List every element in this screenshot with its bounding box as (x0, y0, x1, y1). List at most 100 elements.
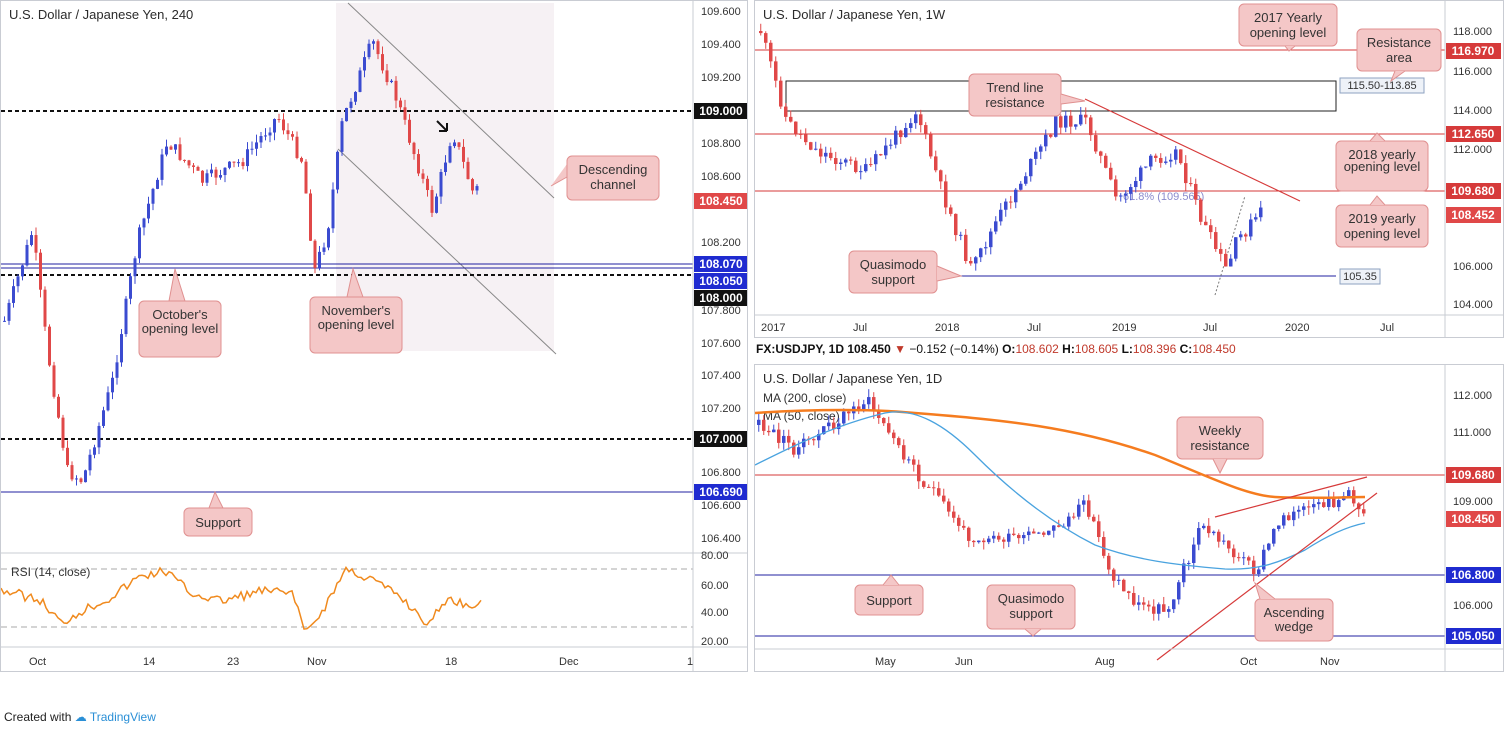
weekly-time-tick: 2017 (761, 322, 785, 334)
candle-body (994, 221, 998, 232)
candle-body (1337, 500, 1341, 508)
candle-body (999, 209, 1003, 222)
daily-chart-panel[interactable]: U.S. Dollar / Japanese Yen, 1D MA (200, … (754, 364, 1504, 672)
candle-body (867, 397, 871, 405)
badge-108000: 108.000 (694, 290, 747, 306)
candle-body (857, 406, 861, 411)
candle-body (1159, 157, 1163, 163)
candle-body (917, 464, 921, 482)
candle-body (904, 127, 908, 138)
callout-november-text: November's opening level (317, 303, 395, 332)
candle-body (187, 160, 191, 166)
svg-text:108.450: 108.450 (1451, 512, 1495, 526)
candle-body (772, 429, 776, 433)
callout-resistance-area (1356, 28, 1442, 83)
candle-body (1039, 146, 1043, 152)
candle-body (259, 136, 263, 143)
wedge-upper-line (1214, 476, 1368, 518)
footer-brand[interactable]: TradingView (89, 710, 156, 724)
candle-body (169, 146, 173, 150)
callout-quasimodo-daily (986, 584, 1076, 637)
weekly-price-tick: 118.000 (1453, 26, 1492, 38)
candle-body (106, 392, 110, 411)
candle-body (1097, 521, 1101, 538)
price-tick: 106.600 (701, 500, 741, 512)
candle-body (66, 447, 69, 466)
candle-body (1307, 506, 1311, 508)
candle-body (1114, 179, 1118, 197)
callout-ascending-wedge (1254, 581, 1334, 642)
svg-text:109.680: 109.680 (1451, 468, 1495, 482)
svg-text:109.680: 109.680 (1451, 184, 1495, 198)
candle-body (844, 159, 848, 163)
candle-body (1177, 582, 1181, 600)
time-tick: 18 (445, 656, 457, 668)
daily-price-tick: 106.000 (1453, 600, 1493, 612)
weekly-chart-panel[interactable]: U.S. Dollar / Japanese Yen, 1W 61.8% (10… (754, 0, 1504, 338)
candle-body (381, 54, 384, 71)
candle-body (912, 459, 916, 465)
callout-trend-text: Trend line resistance (985, 80, 1045, 110)
ticker-close-label: C: (1179, 342, 1193, 356)
candle-body (992, 535, 996, 539)
candle-body (196, 166, 200, 171)
fib-label: 61.8% (109.565) (1123, 191, 1204, 203)
price-tick: 107.200 (701, 403, 741, 415)
candle-body (291, 134, 294, 137)
candle-body (1014, 189, 1018, 203)
candle-body (156, 179, 159, 189)
candle-body (1239, 234, 1243, 238)
candle-body (854, 160, 858, 172)
ticker-high-label: H: (1062, 342, 1075, 356)
candle-body (1219, 249, 1223, 254)
candle-body (1144, 166, 1148, 168)
candle-body (1187, 562, 1191, 564)
svg-text:108.070: 108.070 (699, 257, 743, 271)
channel-lower-line (337, 148, 557, 355)
down-triangle-icon: ▼ (894, 342, 906, 356)
wedge-lower-line (1156, 492, 1378, 661)
h4-chart-panel[interactable]: U.S. Dollar / Japanese Yen, 240 109.600 1… (0, 0, 748, 672)
candle-body (129, 276, 132, 299)
candle-body (1009, 201, 1013, 203)
candle-body (1194, 183, 1198, 200)
candle-body (102, 410, 105, 426)
candle-body (21, 265, 24, 277)
candle-body (439, 171, 443, 197)
candle-body (1149, 155, 1153, 167)
candle-body (399, 100, 402, 108)
candle-body (57, 396, 60, 418)
candle-body (417, 154, 420, 174)
candle-body (430, 190, 434, 213)
candle-body (354, 91, 357, 102)
zone-label-box: 115.50-113.85 (1339, 77, 1425, 94)
price-tick: 109.600 (701, 6, 741, 18)
candle-body (849, 159, 853, 161)
candle-body (309, 193, 312, 241)
badge-108050: 108.050 (694, 273, 747, 289)
callout-quasimodo-weekly-text: Quasimodo support (859, 257, 927, 287)
candle-body (1277, 525, 1281, 529)
candle-body (345, 107, 348, 122)
candle-body (1134, 181, 1138, 188)
weekly-trendline (1084, 98, 1301, 202)
svg-text:105.35: 105.35 (1343, 271, 1377, 283)
candle-body (777, 429, 781, 443)
candle-body (475, 186, 479, 191)
weekly-time-tick: Jul (853, 322, 867, 334)
weekly-candles (759, 23, 1263, 271)
candle-body (1137, 602, 1141, 605)
candle-body (1087, 500, 1091, 517)
candle-body (1109, 167, 1113, 180)
candle-body (48, 326, 51, 366)
candle-body (1094, 135, 1098, 152)
callout-2018-yearly (1335, 132, 1429, 192)
candle-body (1057, 525, 1061, 527)
svg-text:109.000: 109.000 (699, 104, 743, 118)
candle-body (1004, 201, 1008, 210)
candle-body (869, 164, 873, 166)
candle-body (1272, 528, 1276, 544)
candle-body (1204, 221, 1208, 226)
callout-descending-channel (550, 155, 660, 201)
candle-body (1249, 219, 1253, 237)
